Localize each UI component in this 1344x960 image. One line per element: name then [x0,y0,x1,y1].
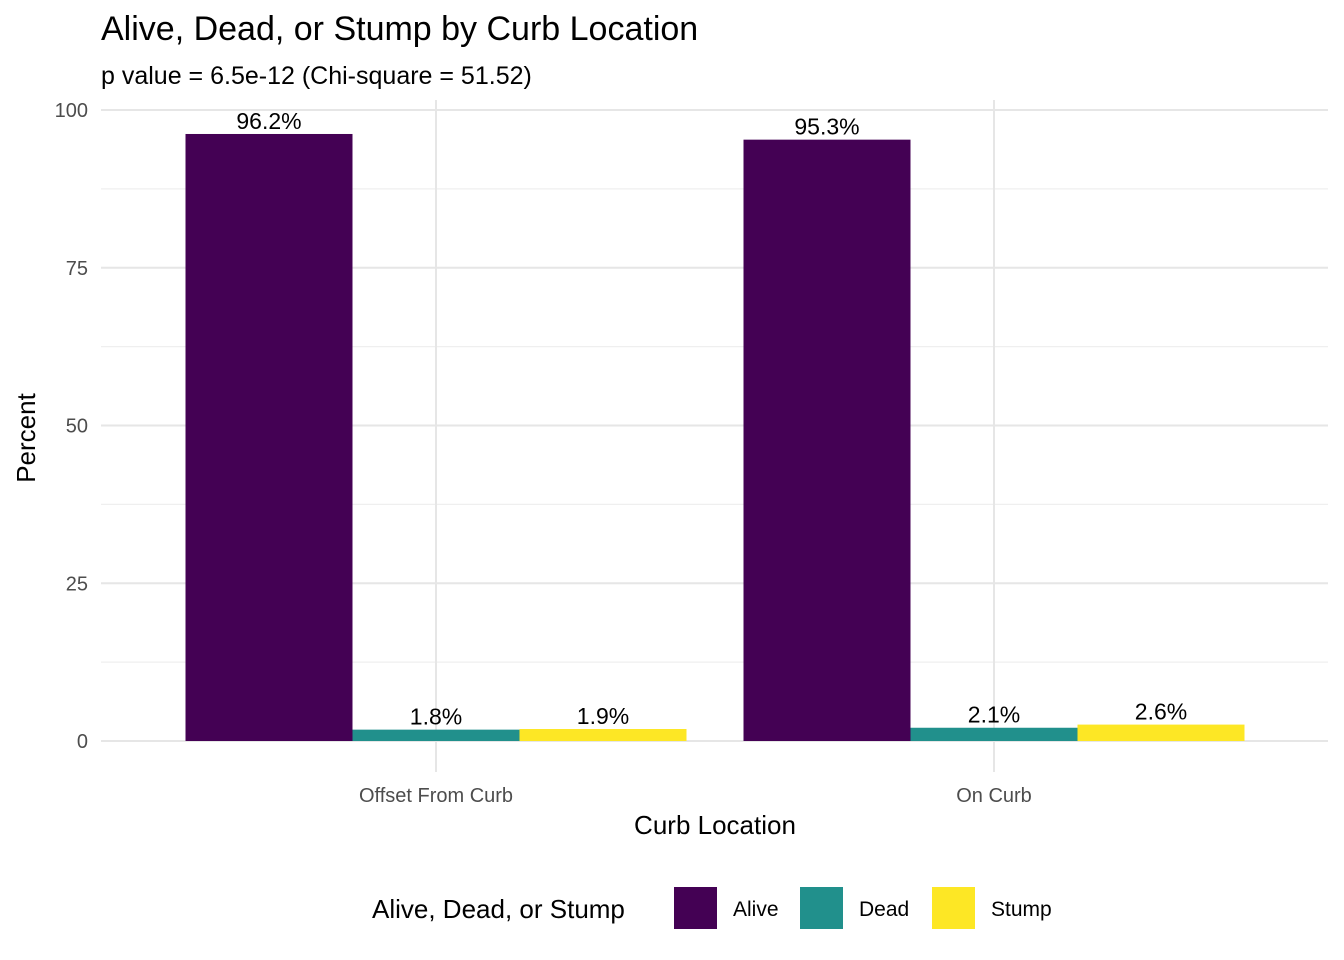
bar-alive-2 [743,139,911,742]
bar-stump-1 [519,729,687,741]
legend-label-stump: Stump [991,898,1052,921]
y-axis-title: Percent [11,392,41,482]
y-tick-label: 0 [77,731,88,753]
legend-key-dead [800,887,843,929]
x-tick-label: On Curb [956,785,1032,807]
y-axis-ticks: 0 25 50 75 100 [55,100,88,753]
bar-stump-2 [1077,724,1245,741]
chart-subtitle: p value = 6.5e-12 (Chi-square = 51.52) [101,62,532,90]
legend-key-alive [674,887,717,929]
legend-label-alive: Alive [733,898,779,921]
data-label: 2.1% [968,702,1020,728]
legend-label-dead: Dead [859,898,909,921]
data-label: 1.8% [410,704,462,730]
y-tick-label: 50 [66,416,88,438]
bar-alive-1 [185,133,353,741]
bar-labels: 96.2% 1.8% 1.9% 95.3% 2.1% 2.6% [236,108,1187,730]
bars [185,133,1245,742]
x-axis-title: Curb Location [634,810,796,840]
bar-dead-2 [910,727,1078,741]
legend: Alive, Dead, or Stump Alive Dead Stump [372,887,1052,929]
x-tick-label: Offset From Curb [359,785,513,807]
data-label: 2.6% [1135,699,1187,725]
legend-key-stump [932,887,975,929]
y-tick-label: 75 [66,258,88,280]
y-tick-label: 100 [55,100,88,122]
x-axis-ticks: Offset From Curb On Curb [359,785,1032,807]
bar-dead-1 [352,729,520,741]
data-label: 1.9% [577,703,629,729]
chart-title: Alive, Dead, or Stump by Curb Location [101,10,698,48]
data-label: 95.3% [794,114,859,140]
data-label: 96.2% [236,108,301,134]
y-tick-label: 25 [66,573,88,595]
legend-title: Alive, Dead, or Stump [372,894,625,924]
